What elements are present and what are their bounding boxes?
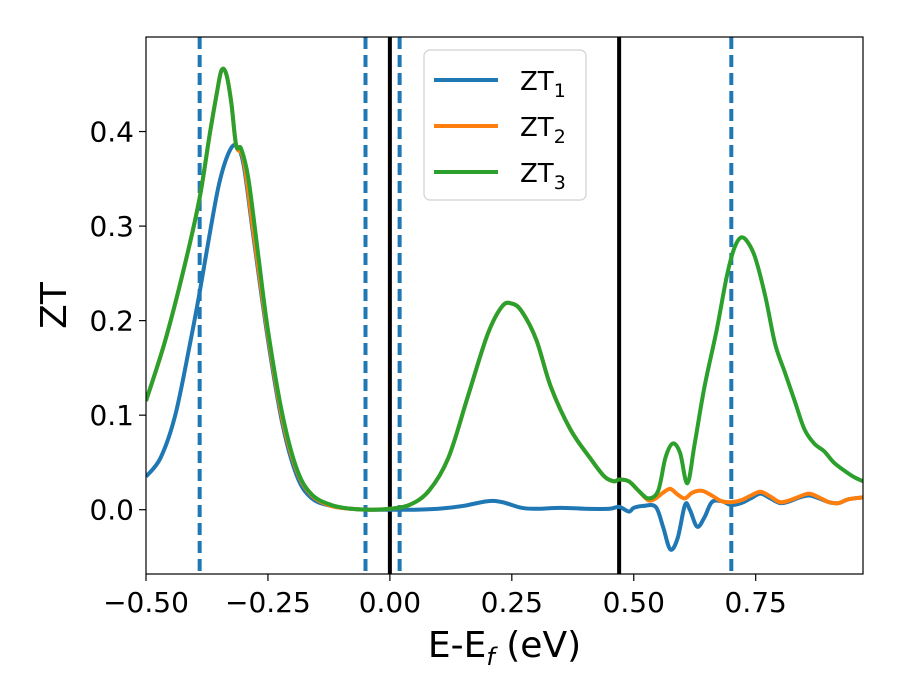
legend: ZT1 ZT2 ZT3 [423,49,587,201]
legend-label-2: ZT2 [520,113,566,148]
x-tick-label: 0.75 [725,586,787,619]
y-tick-label: 0.3 [89,210,134,243]
x-axis-ticks: −0.50 −0.25 0.00 0.25 0.50 0.75 [103,574,787,619]
y-tick-label: 0.4 [89,116,134,149]
legend-box [423,49,587,201]
y-tick-label: 0.1 [89,399,134,432]
x-tick-label: 0.25 [481,586,543,619]
plot-frame [145,36,864,575]
x-tick-label: 0.00 [359,586,421,619]
y-axis-label: ZT [34,281,75,329]
reference-lines [197,37,734,574]
series-layer [146,66,863,552]
y-tick-label: 0.0 [89,494,134,527]
x-tick-label: 0.50 [603,586,665,619]
legend-label-1: ZT1 [520,67,566,102]
series-line-3 [146,66,863,512]
x-tick-label: −0.25 [225,586,311,619]
y-axis-ticks: 0.0 0.1 0.2 0.3 0.4 [89,116,146,527]
x-axis-label: E-Ef (eV) [428,625,581,671]
x-tick-label: −0.50 [103,586,189,619]
y-tick-label: 0.2 [89,305,134,338]
legend-label-3: ZT3 [520,159,566,194]
